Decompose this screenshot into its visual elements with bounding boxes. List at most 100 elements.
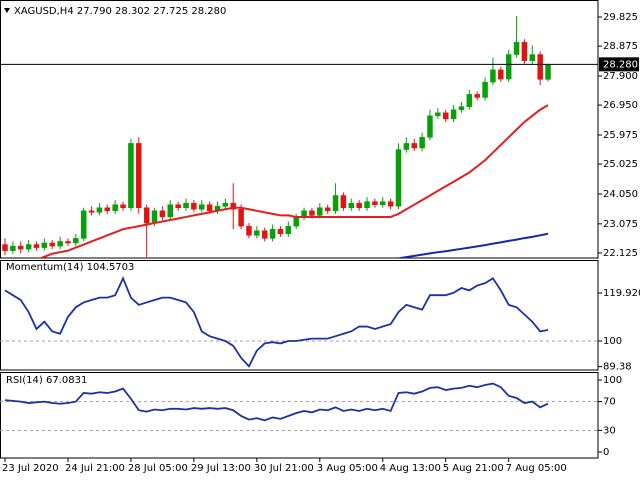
candle-body (348, 202, 355, 208)
candle-body (2, 244, 8, 251)
candle-body (482, 81, 488, 98)
candle-body (293, 216, 299, 227)
candle-body (545, 64, 551, 80)
candle-body (403, 143, 410, 150)
candle-body (498, 69, 504, 80)
candle-body (104, 207, 111, 212)
x-tick-label: 24 Jul 21:00 (65, 463, 125, 474)
candle-body (356, 202, 362, 208)
y-tick-label: 27.900 (603, 71, 638, 82)
candle-body (466, 94, 473, 107)
indicator-line (4, 382, 549, 422)
y-tick-label: 89.38 (603, 362, 632, 373)
candle-body (537, 54, 543, 80)
candle-body (395, 149, 402, 207)
candle-body (435, 112, 441, 117)
panel-plot (0, 276, 598, 368)
x-tick-label: 7 Aug 05:00 (506, 463, 567, 474)
y-tick-label: 100 (603, 336, 622, 347)
candle-body (120, 204, 126, 208)
candle-body (238, 209, 244, 227)
plot-layer: 29.825 28.875 27.900 26.950 25.975 25.025 24.0… (0, 12, 640, 474)
candle-body (285, 225, 292, 235)
candle-body (206, 204, 213, 212)
x-tick-label: 4 Aug 13:00 (380, 463, 441, 474)
candle-body (57, 241, 63, 247)
candle-body (261, 230, 268, 239)
candle-body (411, 143, 417, 149)
y-tick-label: 25.975 (603, 130, 638, 141)
x-tick-label: 3 Aug 05:00 (317, 463, 378, 474)
y-tick-label: 0 (603, 447, 609, 458)
x-tick-label: 28 Jul 05:00 (128, 463, 188, 474)
momentum-frame (0, 260, 599, 371)
y-tick-label: 100 (603, 375, 622, 386)
candle-body (73, 238, 79, 244)
y-tick-label: 25.025 (603, 159, 638, 170)
candle-body (372, 201, 378, 205)
menu-triangle (4, 8, 10, 13)
momentum-title: Momentum(14) 104.5703 (6, 262, 134, 273)
candle-body (513, 42, 520, 55)
candle-body (33, 244, 40, 248)
candle-body (442, 112, 449, 120)
panel-plot (0, 382, 598, 431)
candle-body (277, 228, 284, 235)
candle-body (490, 69, 496, 83)
candle-body (143, 207, 150, 224)
candle-body (427, 115, 433, 138)
candle-body (387, 201, 394, 207)
candle-body (529, 54, 536, 61)
last-price-box (599, 57, 639, 72)
candle-body (88, 210, 95, 213)
candle-body (450, 109, 457, 120)
candle-body (17, 245, 24, 250)
candle-body (246, 225, 252, 236)
y-tick-label: 22.125 (603, 248, 638, 259)
candle-body (175, 204, 181, 208)
candle-body (254, 230, 260, 236)
candle-body (521, 42, 528, 61)
last-price-label: 28.280 (603, 59, 638, 70)
x-tick-label: 29 Jul 13:00 (191, 463, 251, 474)
candle-body (10, 245, 16, 251)
candle-body (458, 106, 465, 110)
y-tick-label: 28.875 (603, 41, 638, 52)
y-tick-label: 23.075 (603, 219, 638, 230)
candle-body (25, 244, 32, 250)
candle-body (380, 201, 386, 205)
candle-body (474, 94, 480, 98)
candle-body (309, 210, 315, 216)
candle-body (159, 210, 166, 218)
candle-body (49, 242, 55, 247)
x-tick-label: 30 Jul 21:00 (254, 463, 314, 474)
moving-average (38, 104, 549, 258)
candle-body (364, 201, 370, 208)
candle-body (324, 207, 331, 212)
y-tick-label: 30 (603, 425, 616, 436)
candle-body (505, 54, 512, 80)
candle-body (65, 241, 71, 244)
candle-body (191, 202, 197, 210)
chart-title: XAGUSD,H4 27.790 28.302 27.725 28.280 (14, 6, 226, 17)
candle-body (340, 195, 347, 208)
x-tick-label: 23 Jul 2020 (2, 463, 59, 474)
y-tick-label: 119.9202 (603, 288, 640, 299)
y-tick-label: 24.050 (603, 189, 638, 200)
candle-body (80, 210, 87, 239)
candle-body (167, 204, 174, 218)
rsi-title: RSI(14) 67.0831 (6, 375, 87, 386)
y-tick-label: 70 (603, 397, 616, 408)
candle-body (317, 207, 323, 216)
candle-body (222, 202, 229, 207)
candle-body (419, 137, 425, 149)
candle-body (41, 242, 48, 248)
candle-body (151, 210, 158, 224)
main-frame (0, 0, 599, 259)
y-tick-label: 26.950 (603, 100, 638, 111)
candle-body (96, 207, 103, 213)
x-tick-label: 5 Aug 21:00 (443, 463, 504, 474)
rsi-frame (0, 372, 599, 459)
indicator-line (4, 276, 549, 368)
